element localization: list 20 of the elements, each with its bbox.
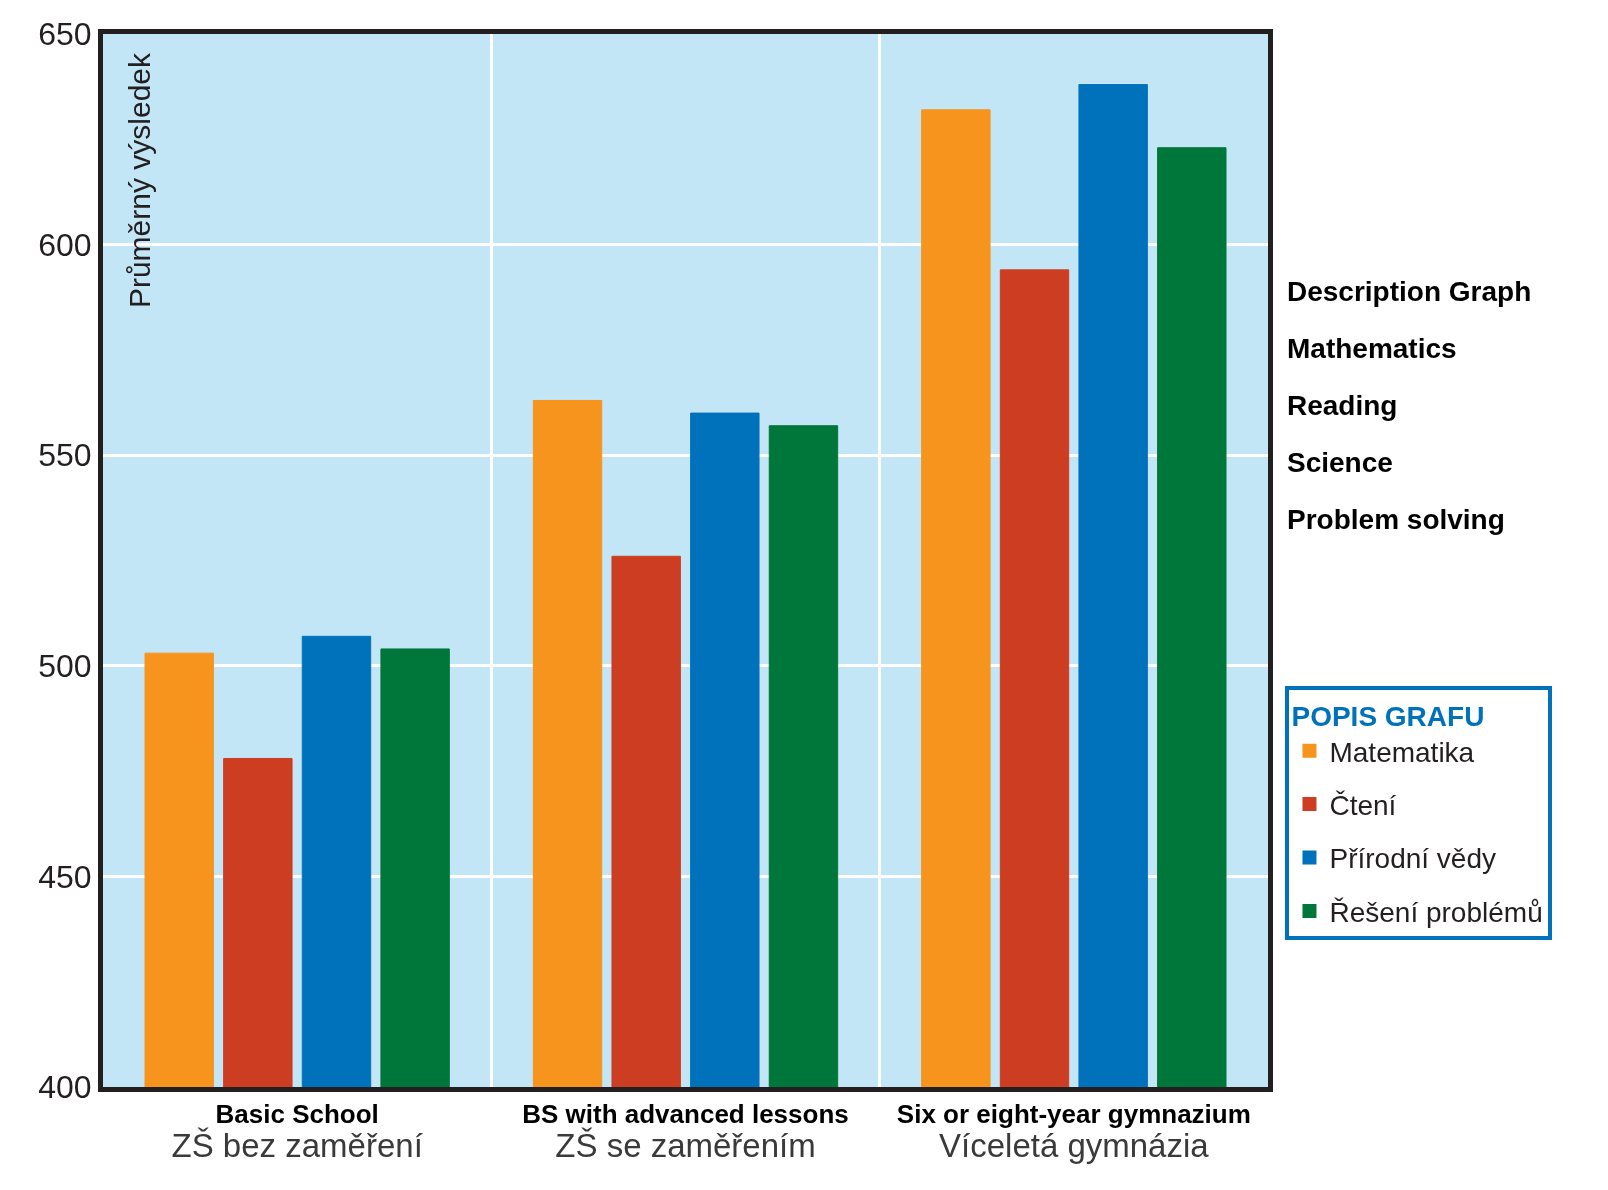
y-tick-label: 550 xyxy=(38,437,92,474)
legend-label: Řešení problémů xyxy=(1329,896,1543,928)
legend-title: POPIS GRAFU xyxy=(1291,700,1485,732)
y-tick-label: 450 xyxy=(38,858,92,895)
y-tick-label: 400 xyxy=(38,1069,92,1106)
text: Reading xyxy=(1287,390,1398,421)
legend-label: Přírodní vědy xyxy=(1329,843,1497,875)
y-axis-title: Průměrný výsledek xyxy=(123,51,157,309)
y-tick-label: 500 xyxy=(38,648,92,684)
text: Science xyxy=(1287,447,1393,478)
x-tick-label: Six or eight-year gymnazium Víceletá gymnázia xyxy=(896,1099,1251,1164)
legend-label: Matematika xyxy=(1329,736,1475,768)
x-tick-label: BS with advanced lessons ZŠ se zaměřením xyxy=(522,1099,849,1164)
x-tick-label: Basic School ZŠ bez zaměření xyxy=(171,1099,423,1164)
y-tick-label: 600 xyxy=(38,226,92,263)
legend-label: Čtení xyxy=(1329,790,1397,821)
text: Description Graph xyxy=(1287,276,1532,307)
text: Mathematics xyxy=(1287,333,1457,364)
text: Problem solving xyxy=(1287,504,1505,535)
y-tick-label: 650 xyxy=(38,16,92,53)
